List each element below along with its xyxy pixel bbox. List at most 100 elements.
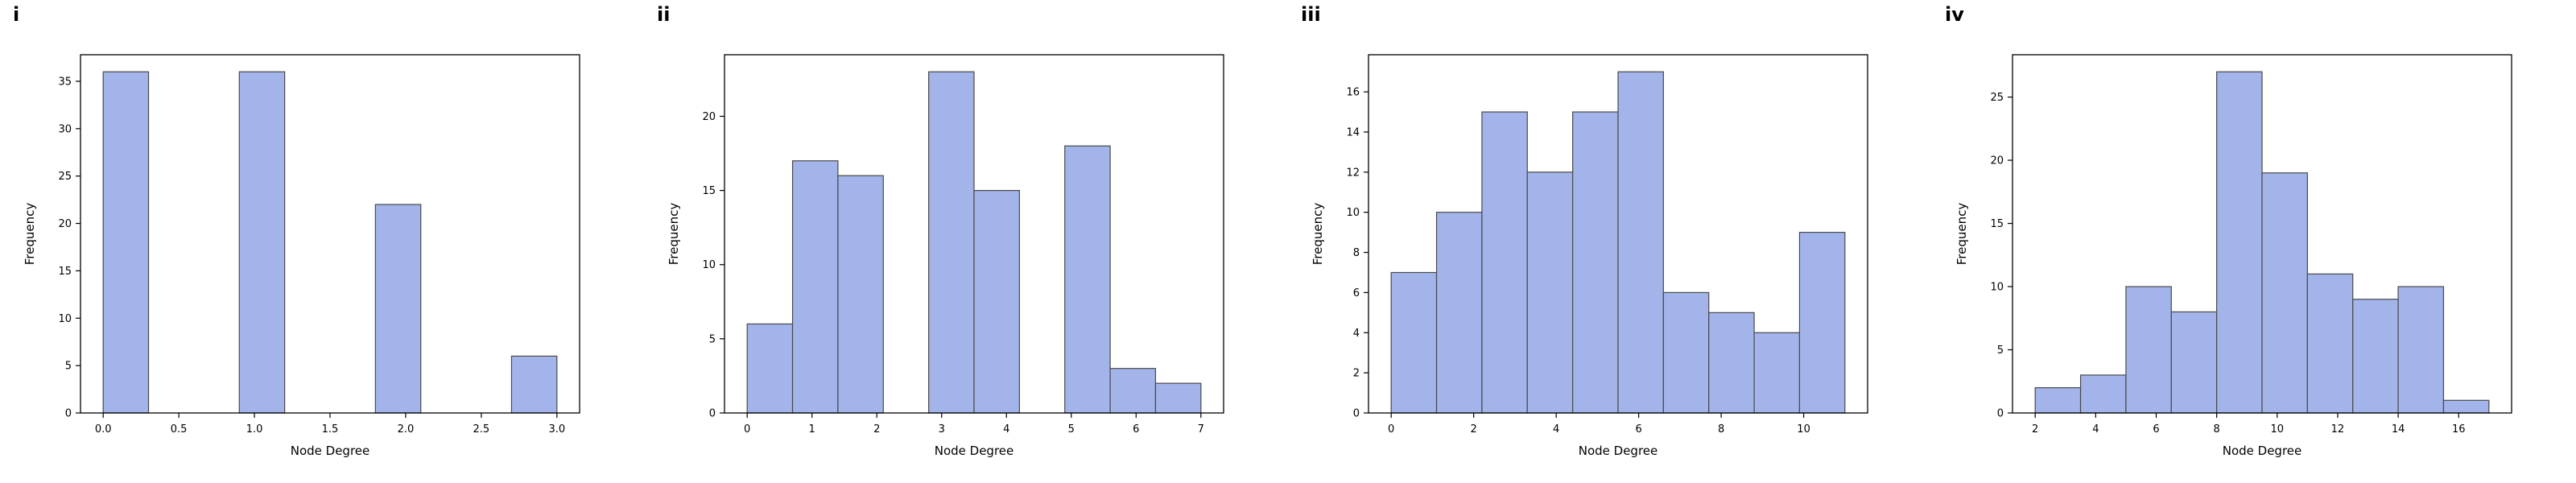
- histogram-i: 0.0 0.5 1.0 1.5 2.0 2.5 3.0 0 5 10 15 20 25 30 35 Node …: [23, 54, 580, 458]
- x-tick-label: 6: [1133, 423, 1139, 436]
- x-tick-label: 1: [809, 423, 815, 436]
- histogram-bar: [238, 71, 286, 414]
- y-tick-label: 0: [709, 408, 716, 420]
- y-tick-label: 10: [1346, 207, 1360, 219]
- x-tick-label: 0.5: [171, 423, 188, 436]
- histogram-bar: [791, 160, 839, 414]
- x-tick-label: 4: [1003, 423, 1009, 436]
- y-tick-label: 5: [1997, 345, 2004, 357]
- y-tick-label: 15: [702, 185, 716, 197]
- x-tick-label: 4: [1553, 423, 1559, 436]
- y-tick-label: 15: [1990, 218, 2004, 230]
- x-tick-label: 14: [2392, 423, 2405, 436]
- histogram-iii: 0 2 4 6 8 10 0 2 4 6 8 10 12 14 16 Node Degree Frequency: [1311, 54, 1868, 458]
- y-axis-label: Frequency: [667, 203, 681, 266]
- panel-label-iv: iv: [1945, 3, 1964, 26]
- y-tick-label: 2: [1353, 368, 1360, 380]
- axes-frame: [80, 54, 580, 414]
- panel-ii: ii 0 1 2 3 4 5 6 7 0 5 10 15 20 Node Degree Frequency: [644, 0, 1288, 483]
- histogram-bar: [1481, 111, 1528, 414]
- y-tick-label: 20: [702, 111, 716, 123]
- histogram-bar: [2352, 299, 2399, 414]
- y-tick-label: 15: [58, 266, 72, 278]
- histogram-bar: [1798, 232, 1846, 414]
- y-tick-label: 10: [58, 313, 72, 325]
- y-tick-label: 20: [1990, 155, 2004, 167]
- y-tick-label: 12: [1346, 167, 1360, 179]
- x-tick-label: 7: [1198, 423, 1204, 436]
- y-tick-label: 8: [1353, 247, 1360, 259]
- histogram-bar: [2306, 273, 2354, 414]
- axes-frame: [1368, 54, 1868, 414]
- x-tick-label: 0: [744, 423, 750, 436]
- histogram-bar: [1617, 71, 1664, 414]
- panel-i: i 0.0 0.5 1.0 1.5 2.0 2.5 3.0 0 5 10 15 20 25 30 35 Nod…: [0, 0, 644, 483]
- x-tick-label: 0.0: [95, 423, 112, 436]
- y-tick-label: 35: [58, 76, 72, 88]
- histogram-bar: [2397, 286, 2445, 414]
- y-tick-label: 25: [1990, 92, 2004, 104]
- y-tick-label: 5: [65, 361, 72, 373]
- x-tick-label: 16: [2452, 423, 2466, 436]
- x-tick-label: 4: [2092, 423, 2099, 436]
- histogram-bar: [1435, 212, 1483, 414]
- histogram-bar: [1154, 382, 1202, 414]
- y-axis-label: Frequency: [1311, 203, 1325, 266]
- y-tick-label: 5: [709, 333, 716, 345]
- histogram-bar: [2216, 71, 2263, 414]
- y-tick-label: 6: [1353, 287, 1360, 299]
- histogram-bar: [2442, 399, 2490, 414]
- x-axis-label: Node Degree: [1579, 444, 1658, 458]
- y-tick-label: 16: [1346, 87, 1360, 99]
- histogram-bar: [1526, 171, 1574, 414]
- panel-iv: iv 2 4 6 8 10 12 14 16 0 5 10 15 20 25 Node Degree Freq…: [1932, 0, 2576, 483]
- panel-label-ii: ii: [657, 3, 671, 26]
- y-axis-label: Frequency: [1955, 203, 1969, 266]
- y-tick-label: 14: [1346, 126, 1360, 138]
- x-axis-label: Node Degree: [2223, 444, 2302, 458]
- x-tick-label: 2.0: [398, 423, 415, 436]
- x-tick-label: 3: [939, 423, 945, 436]
- histogram-bar: [1708, 312, 1755, 414]
- x-tick-label: 3.0: [548, 423, 565, 436]
- histogram-bar: [2034, 387, 2082, 414]
- histogram-bar: [973, 190, 1020, 414]
- x-tick-label: 2: [2032, 423, 2038, 436]
- y-tick-label: 0: [1353, 408, 1360, 420]
- x-tick-label: 2: [873, 423, 880, 436]
- x-tick-label: 6: [1635, 423, 1641, 436]
- x-tick-label: 10: [2271, 423, 2285, 436]
- histogram-bar: [1572, 111, 1619, 414]
- histogram-bar: [1662, 291, 1710, 414]
- histogram-bar: [102, 71, 150, 414]
- x-tick-label: 10: [1797, 423, 1810, 436]
- y-tick-label: 20: [58, 218, 72, 230]
- x-tick-label: 0: [1388, 423, 1394, 436]
- histogram-bar: [1109, 368, 1157, 414]
- x-tick-label: 8: [2213, 423, 2219, 436]
- y-axis-label: Frequency: [23, 203, 37, 266]
- x-tick-label: 12: [2331, 423, 2345, 436]
- panel-iii: iii 0 2 4 6 8 10 0 2 4 6 8 10 12 14 16 Node Degree Frequ…: [1288, 0, 1932, 483]
- x-tick-label: 1.0: [246, 423, 263, 436]
- y-tick-label: 0: [65, 408, 72, 420]
- y-tick-label: 4: [1353, 328, 1360, 340]
- histogram-ii: 0 1 2 3 4 5 6 7 0 5 10 15 20 Node Degree Frequency: [667, 54, 1224, 458]
- histogram-bar: [837, 175, 884, 414]
- y-tick-label: 10: [1990, 282, 2004, 294]
- y-tick-label: 30: [58, 123, 72, 135]
- x-tick-label: 8: [1718, 423, 1724, 436]
- histogram-bar: [2125, 286, 2172, 414]
- axes-frame: [2012, 54, 2512, 414]
- x-tick-label: 1.5: [322, 423, 339, 436]
- histogram-bar: [1064, 145, 1111, 414]
- histogram-iv: 2 4 6 8 10 12 14 16 0 5 10 15 20 25 Node Degree Frequen…: [1955, 54, 2512, 458]
- histogram-bar: [2170, 311, 2218, 414]
- histogram-bar: [928, 71, 975, 414]
- histogram-bar: [374, 204, 422, 414]
- y-tick-label: 25: [58, 171, 72, 183]
- x-tick-label: 2: [1471, 423, 1477, 436]
- x-axis-label: Node Degree: [935, 444, 1014, 458]
- y-tick-label: 10: [702, 259, 716, 271]
